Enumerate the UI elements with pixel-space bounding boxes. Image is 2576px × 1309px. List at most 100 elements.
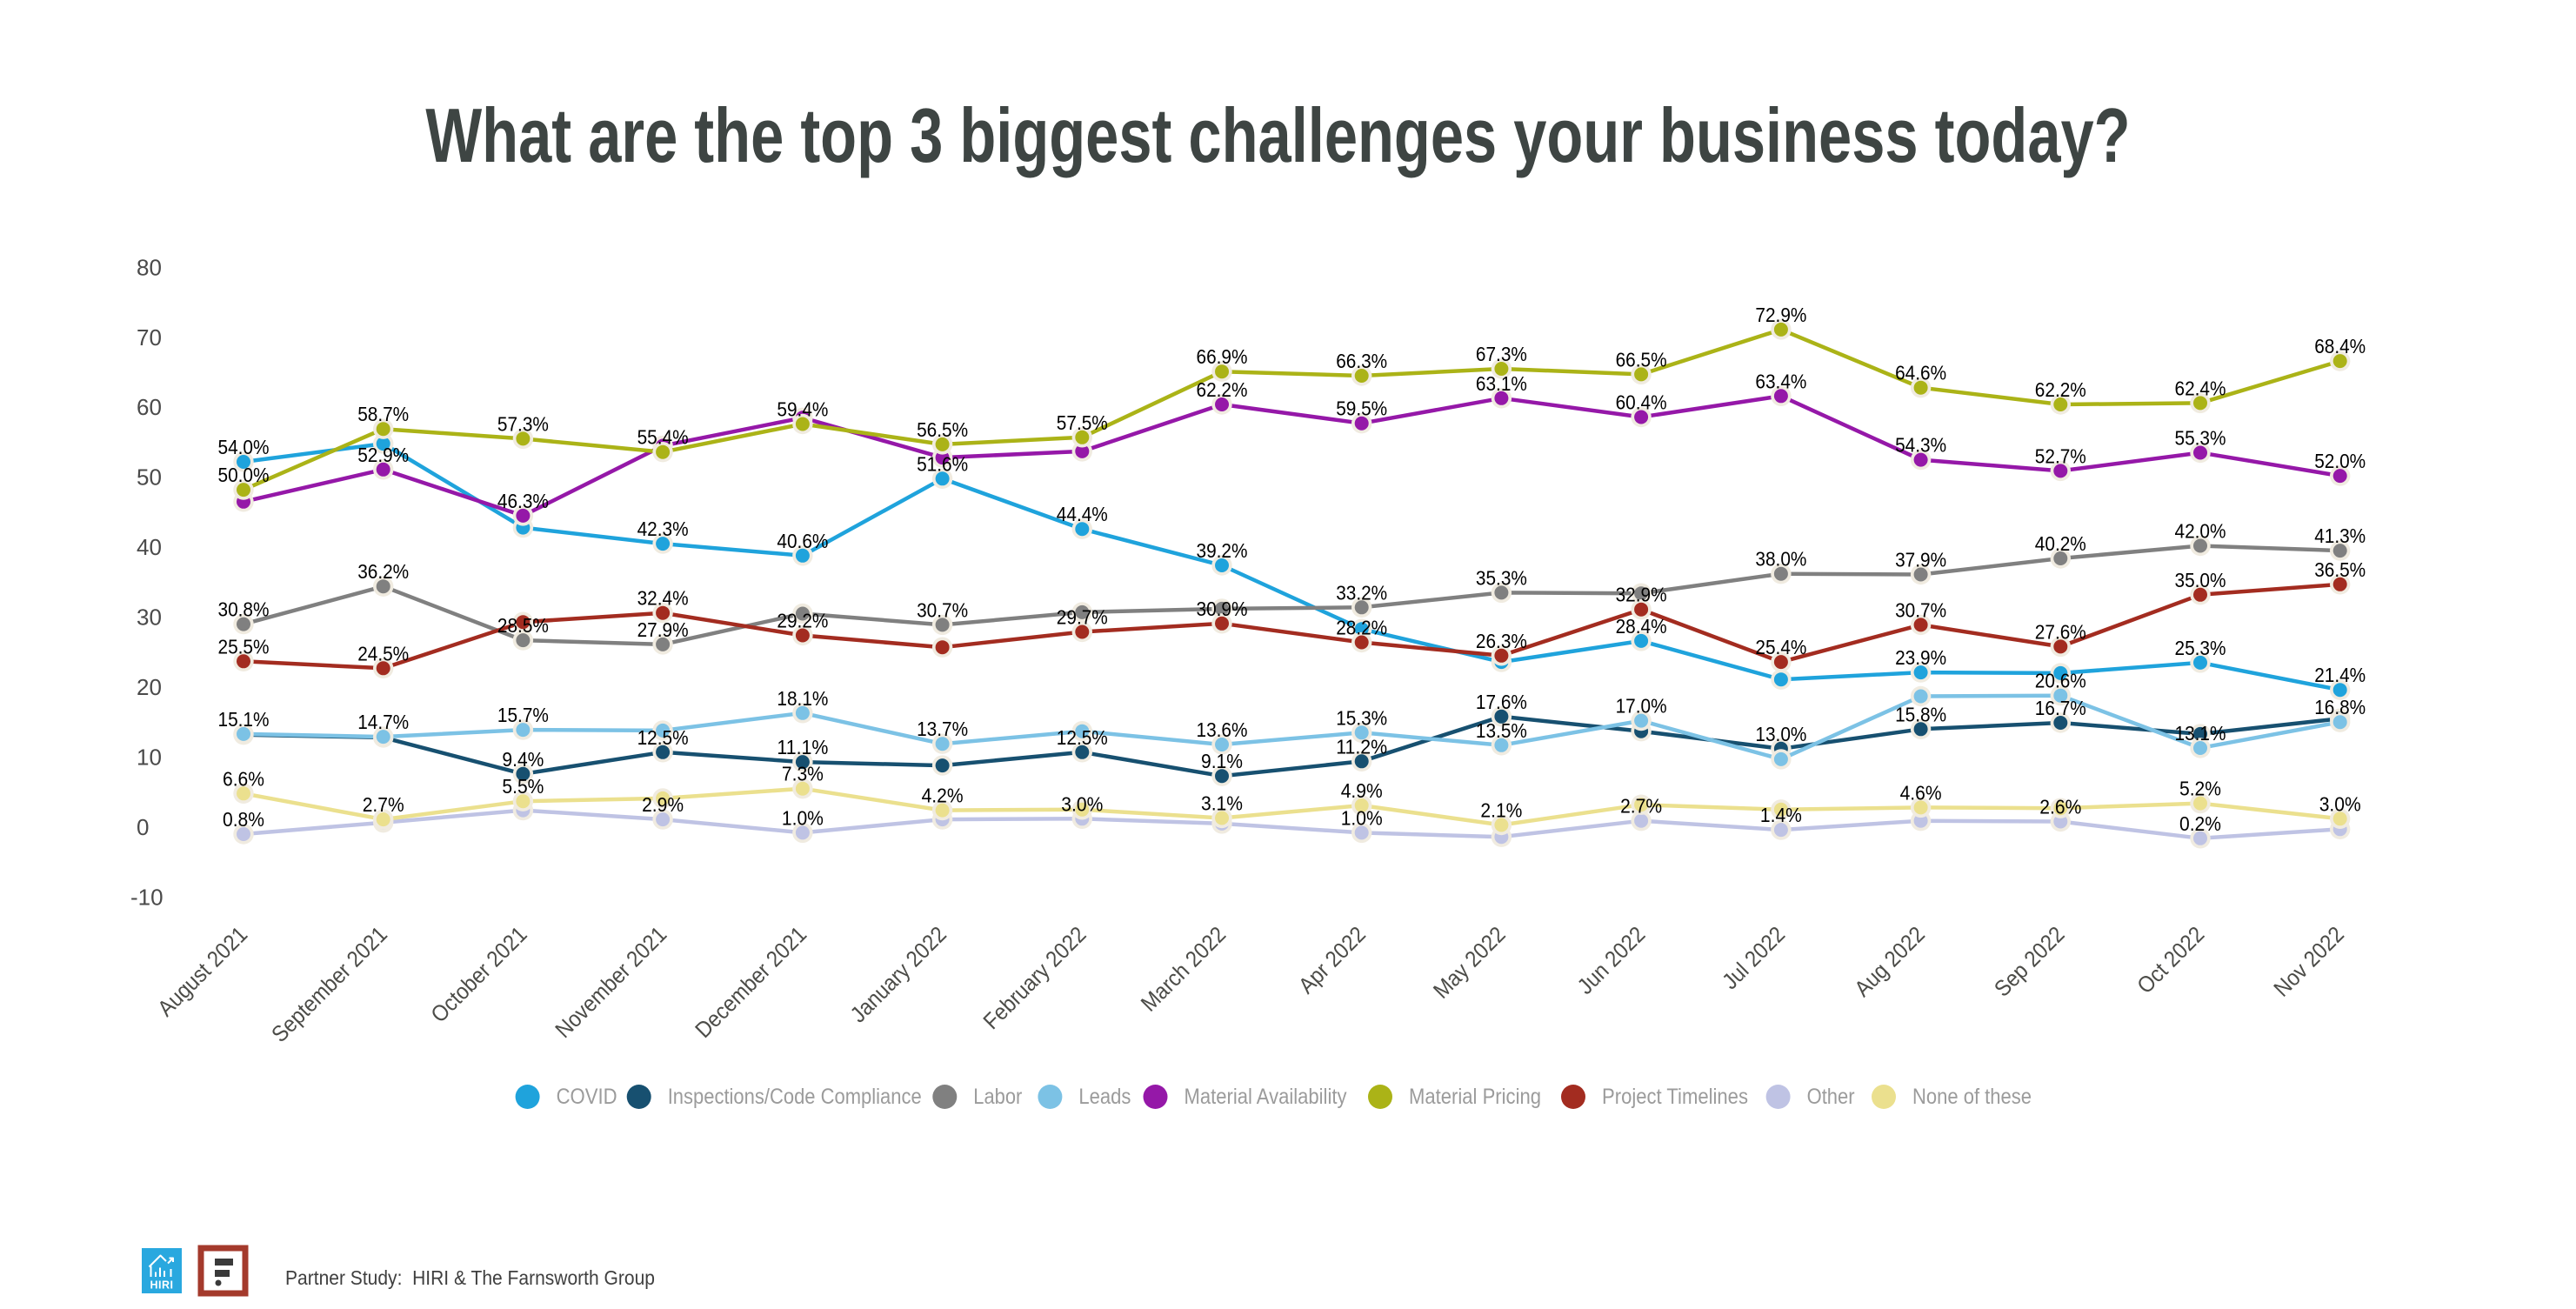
svg-text:6.6%: 6.6%: [223, 767, 264, 790]
svg-text:HIRI: HIRI: [150, 1279, 174, 1292]
svg-text:5.2%: 5.2%: [2179, 778, 2221, 800]
svg-text:15.8%: 15.8%: [1895, 703, 1946, 725]
svg-text:32.4%: 32.4%: [637, 587, 689, 610]
svg-text:62.4%: 62.4%: [2175, 377, 2226, 399]
svg-text:Inspections/Code Compliance: Inspections/Code Compliance: [668, 1085, 922, 1109]
svg-text:36.5%: 36.5%: [2314, 558, 2366, 581]
svg-text:67.3%: 67.3%: [1476, 343, 1527, 365]
svg-text:13.1%: 13.1%: [2175, 722, 2226, 745]
svg-text:62.2%: 62.2%: [1197, 378, 1248, 401]
svg-text:10: 10: [137, 744, 162, 770]
svg-text:13.5%: 13.5%: [1476, 719, 1527, 742]
svg-text:72.9%: 72.9%: [1755, 304, 1806, 326]
svg-text:Leads: Leads: [1078, 1085, 1131, 1109]
svg-text:42.0%: 42.0%: [2175, 520, 2226, 543]
svg-text:11.2%: 11.2%: [1336, 735, 1387, 758]
svg-text:15.3%: 15.3%: [1336, 706, 1387, 729]
svg-text:29.7%: 29.7%: [1057, 606, 1108, 629]
svg-text:64.6%: 64.6%: [1895, 362, 1946, 384]
svg-text:80: 80: [137, 254, 162, 280]
svg-text:32.9%: 32.9%: [1616, 584, 1667, 606]
svg-text:COVID: COVID: [557, 1085, 617, 1109]
svg-text:42.3%: 42.3%: [637, 518, 689, 540]
svg-text:29.2%: 29.2%: [777, 610, 828, 632]
svg-text:23.9%: 23.9%: [1895, 646, 1946, 669]
svg-text:30.7%: 30.7%: [1895, 598, 1946, 621]
svg-text:12.5%: 12.5%: [637, 726, 689, 749]
svg-text:66.3%: 66.3%: [1336, 350, 1387, 372]
svg-text:3.1%: 3.1%: [1201, 792, 1243, 815]
svg-text:Other: Other: [1807, 1085, 1855, 1109]
svg-text:39.2%: 39.2%: [1197, 539, 1248, 562]
svg-text:Partner Study: HIRI & The Far: Partner Study: HIRI & The Farnsworth Gro…: [285, 1266, 655, 1289]
svg-text:Material Pricing: Material Pricing: [1409, 1085, 1541, 1109]
svg-text:2.6%: 2.6%: [2039, 796, 2081, 818]
svg-text:40.6%: 40.6%: [777, 530, 828, 552]
svg-text:13.7%: 13.7%: [917, 718, 968, 740]
svg-text:44.4%: 44.4%: [1057, 503, 1108, 525]
svg-text:1.0%: 1.0%: [782, 806, 824, 829]
svg-text:38.0%: 38.0%: [1755, 548, 1806, 571]
svg-text:Project Timelines: Project Timelines: [1602, 1085, 1748, 1109]
svg-text:2.7%: 2.7%: [363, 793, 404, 816]
svg-text:17.0%: 17.0%: [1616, 695, 1667, 718]
svg-text:30.8%: 30.8%: [218, 598, 270, 621]
svg-text:17.6%: 17.6%: [1476, 691, 1527, 713]
svg-text:3.0%: 3.0%: [1061, 792, 1103, 815]
svg-text:40.2%: 40.2%: [2035, 532, 2086, 555]
svg-text:54.0%: 54.0%: [218, 436, 270, 458]
svg-text:What are the top 3 biggest cha: What are the top 3 biggest challenges yo…: [425, 93, 2130, 178]
svg-text:63.1%: 63.1%: [1476, 372, 1527, 395]
svg-text:9.1%: 9.1%: [1201, 750, 1243, 772]
svg-text:0.2%: 0.2%: [2179, 812, 2221, 835]
svg-text:58.7%: 58.7%: [357, 403, 409, 425]
svg-text:13.0%: 13.0%: [1755, 723, 1806, 745]
svg-text:18.1%: 18.1%: [777, 687, 828, 710]
svg-text:55.4%: 55.4%: [637, 426, 689, 449]
svg-text:1.0%: 1.0%: [1341, 806, 1383, 829]
svg-text:28.4%: 28.4%: [1616, 615, 1667, 638]
svg-text:2.1%: 2.1%: [1480, 799, 1522, 822]
svg-text:55.3%: 55.3%: [2175, 427, 2226, 450]
svg-text:35.3%: 35.3%: [1476, 566, 1527, 589]
svg-text:4.2%: 4.2%: [922, 785, 964, 807]
svg-text:33.2%: 33.2%: [1336, 581, 1387, 604]
svg-text:54.3%: 54.3%: [1895, 434, 1946, 457]
svg-text:11.1%: 11.1%: [777, 736, 828, 758]
svg-text:50.0%: 50.0%: [218, 464, 270, 486]
svg-text:68.4%: 68.4%: [2314, 335, 2366, 357]
svg-text:37.9%: 37.9%: [1895, 549, 1946, 571]
svg-text:1.4%: 1.4%: [1760, 804, 1802, 826]
svg-text:None of these: None of these: [1912, 1085, 2032, 1109]
svg-text:Material Availability: Material Availability: [1185, 1085, 1347, 1109]
svg-text:27.9%: 27.9%: [637, 618, 689, 641]
svg-text:9.4%: 9.4%: [502, 748, 544, 771]
svg-text:66.9%: 66.9%: [1197, 345, 1248, 368]
svg-text:40: 40: [137, 534, 162, 560]
svg-text:Labor: Labor: [973, 1085, 1022, 1109]
svg-text:62.2%: 62.2%: [2035, 378, 2086, 401]
svg-text:57.5%: 57.5%: [1057, 411, 1108, 434]
svg-text:56.5%: 56.5%: [917, 418, 968, 441]
svg-text:26.3%: 26.3%: [1476, 630, 1527, 652]
svg-text:46.3%: 46.3%: [497, 490, 549, 512]
svg-text:4.9%: 4.9%: [1341, 779, 1383, 802]
svg-text:59.4%: 59.4%: [777, 398, 828, 421]
svg-text:59.5%: 59.5%: [1336, 397, 1387, 420]
svg-text:57.3%: 57.3%: [497, 412, 549, 435]
svg-text:27.6%: 27.6%: [2035, 620, 2086, 643]
svg-text:60.4%: 60.4%: [1616, 391, 1667, 414]
svg-text:5.5%: 5.5%: [502, 775, 544, 798]
svg-text:50: 50: [137, 464, 162, 491]
svg-text:16.7%: 16.7%: [2035, 697, 2086, 719]
svg-text:20: 20: [137, 674, 162, 700]
svg-text:52.7%: 52.7%: [2035, 444, 2086, 467]
svg-text:16.8%: 16.8%: [2314, 696, 2366, 718]
svg-text:14.7%: 14.7%: [357, 711, 409, 733]
svg-text:0: 0: [137, 814, 149, 840]
svg-text:4.6%: 4.6%: [1900, 781, 1942, 804]
svg-text:20.6%: 20.6%: [2035, 670, 2086, 692]
svg-text:28.5%: 28.5%: [497, 614, 549, 637]
svg-text:25.3%: 25.3%: [2175, 637, 2226, 659]
svg-text:63.4%: 63.4%: [1755, 370, 1806, 392]
